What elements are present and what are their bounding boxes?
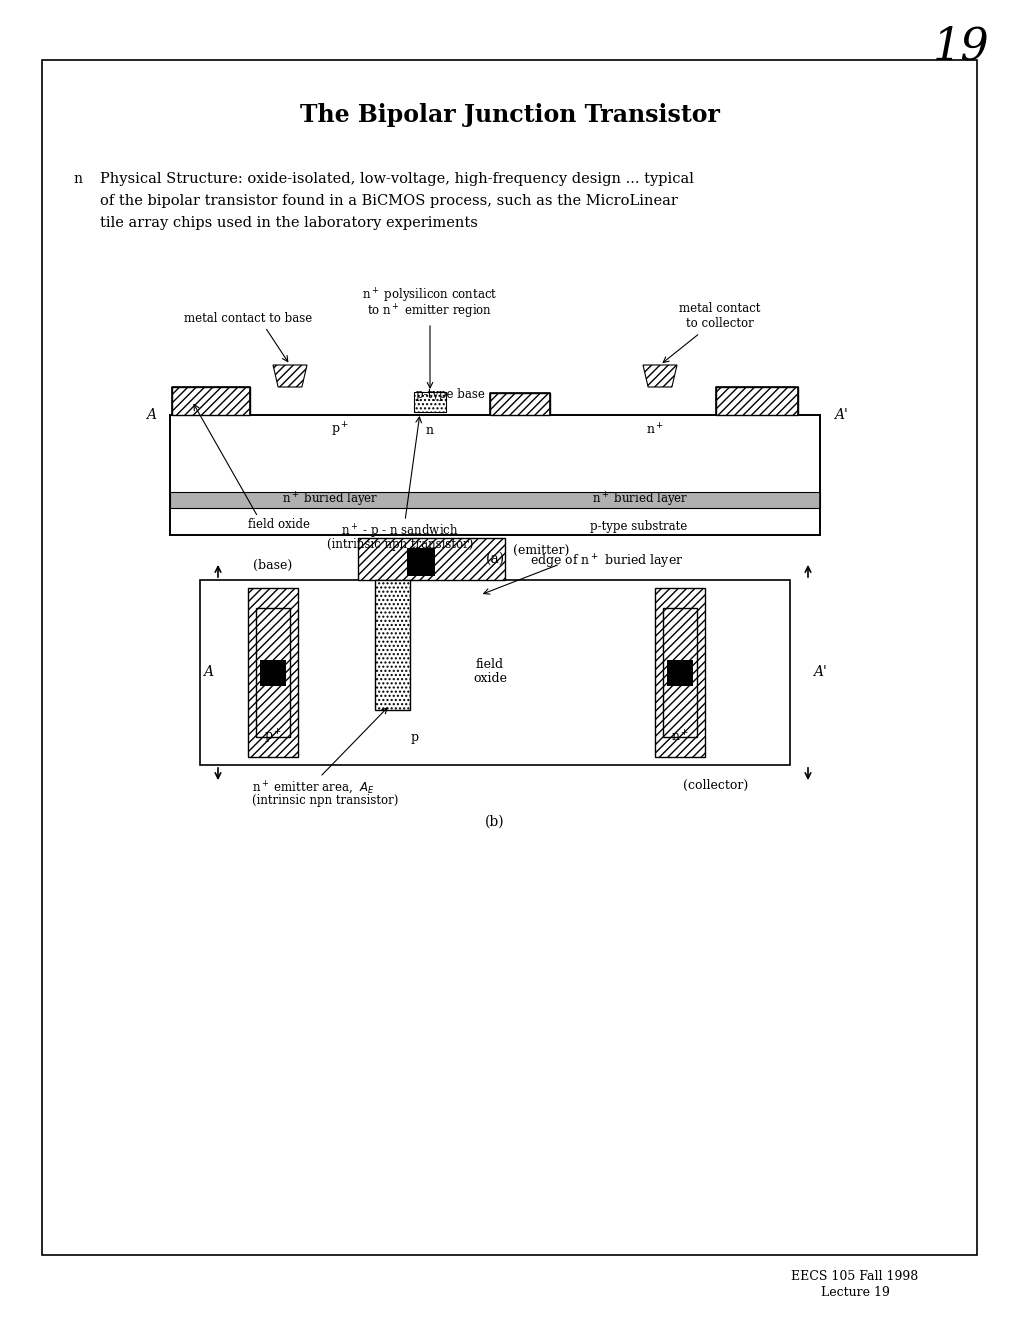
Bar [256, 609, 289, 737]
Text: The Bipolar Junction Transistor: The Bipolar Junction Transistor [300, 103, 719, 127]
Bar [375, 579, 410, 710]
Text: n: n [73, 172, 83, 186]
Text: field: field [476, 657, 503, 671]
Bar [200, 579, 790, 766]
Text: p-type substrate: p-type substrate [589, 520, 687, 533]
Bar [715, 387, 797, 414]
Text: of the bipolar transistor found in a BiCMOS process, such as the MicroLinear: of the bipolar transistor found in a BiC… [100, 194, 678, 209]
Bar [358, 539, 504, 579]
Text: A: A [203, 665, 213, 680]
Polygon shape [273, 366, 307, 387]
Text: (collector): (collector) [683, 779, 748, 792]
Text: oxide: oxide [473, 672, 506, 685]
Bar [170, 492, 819, 508]
Text: (emitter): (emitter) [513, 544, 569, 557]
Text: n$^+$ buried layer: n$^+$ buried layer [281, 491, 378, 510]
Text: EECS 105 Fall 1998: EECS 105 Fall 1998 [791, 1270, 918, 1283]
Bar [654, 587, 704, 756]
Bar [172, 387, 250, 414]
Text: A: A [146, 408, 156, 422]
Text: to n$^+$ emitter region: to n$^+$ emitter region [367, 302, 492, 321]
Text: n$^+$: n$^+$ [645, 422, 663, 438]
Bar [260, 660, 285, 685]
Bar [715, 387, 797, 414]
Bar [662, 609, 696, 737]
Text: edge of n$^+$ buried layer: edge of n$^+$ buried layer [530, 553, 683, 572]
Text: (a): (a) [485, 552, 504, 566]
Bar [172, 387, 250, 414]
Bar [662, 609, 696, 737]
Text: tile array chips used in the laboratory experiments: tile array chips used in the laboratory … [100, 216, 478, 230]
Text: n$^+$ polysilicon contact: n$^+$ polysilicon contact [362, 286, 497, 305]
Text: p: p [411, 730, 419, 743]
Text: n$^+$: n$^+$ [671, 730, 689, 744]
Polygon shape [642, 366, 677, 387]
Text: n$^+$ - p - n sandwich: n$^+$ - p - n sandwich [341, 523, 459, 541]
Bar [654, 587, 704, 756]
Text: p-type base: p-type base [415, 388, 484, 401]
Bar [489, 393, 549, 414]
Text: (intrinsic npn transistor): (intrinsic npn transistor) [252, 795, 398, 807]
Text: n$^+$ buried layer: n$^+$ buried layer [591, 491, 688, 510]
Text: metal contact: metal contact [679, 302, 760, 315]
Text: field oxide: field oxide [248, 517, 310, 531]
Text: A': A' [812, 665, 826, 680]
Bar [170, 414, 819, 535]
Text: n: n [426, 424, 433, 437]
Bar [248, 587, 298, 756]
Text: p$^+$: p$^+$ [330, 421, 348, 440]
Bar [414, 392, 445, 412]
Bar [248, 587, 298, 756]
Bar [666, 660, 692, 685]
Text: (base): (base) [253, 558, 292, 572]
Bar [489, 393, 549, 414]
Text: n$^+$ emitter area,  $A_E$: n$^+$ emitter area, $A_E$ [252, 779, 374, 796]
Text: (intrinsic npn transistor): (intrinsic npn transistor) [326, 539, 473, 550]
Bar [358, 539, 504, 579]
Bar [408, 548, 435, 576]
Bar [256, 609, 289, 737]
Text: A': A' [834, 408, 847, 422]
Text: metal contact to base: metal contact to base [183, 312, 312, 325]
Text: Lecture 19: Lecture 19 [819, 1286, 889, 1299]
Text: p$^+$: p$^+$ [264, 727, 282, 746]
Bar [414, 392, 445, 412]
Bar [375, 579, 410, 710]
Text: Physical Structure: oxide-isolated, low-voltage, high-frequency design ... typic: Physical Structure: oxide-isolated, low-… [100, 172, 693, 186]
Text: 19: 19 [932, 25, 989, 69]
Text: to collector: to collector [686, 317, 753, 330]
Text: (b): (b) [485, 814, 504, 829]
